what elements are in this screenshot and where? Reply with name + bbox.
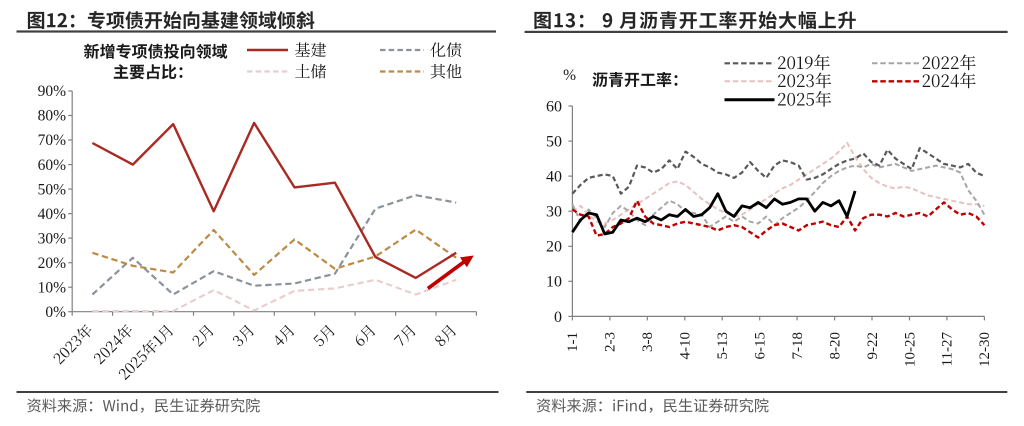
svg-text:2-3: 2-3 bbox=[603, 332, 619, 352]
svg-text:1-1: 1-1 bbox=[565, 332, 581, 352]
svg-text:3-8: 3-8 bbox=[640, 332, 656, 352]
svg-text:50: 50 bbox=[546, 134, 562, 151]
svg-text:0: 0 bbox=[554, 309, 562, 326]
svg-text:90%: 90% bbox=[38, 83, 67, 100]
svg-text:40%: 40% bbox=[38, 206, 67, 223]
svg-text:8-20: 8-20 bbox=[827, 332, 843, 360]
svg-text:5-13: 5-13 bbox=[715, 332, 731, 360]
svg-text:30: 30 bbox=[546, 204, 562, 221]
svg-text:12-30: 12-30 bbox=[977, 332, 993, 367]
svg-text:10: 10 bbox=[546, 274, 562, 291]
svg-text:7-18: 7-18 bbox=[790, 332, 806, 360]
svg-text:10-25: 10-25 bbox=[902, 332, 918, 367]
svg-text:80%: 80% bbox=[38, 108, 67, 125]
svg-text:70%: 70% bbox=[38, 132, 67, 149]
svg-text:9-22: 9-22 bbox=[865, 332, 881, 360]
svg-text:11-27: 11-27 bbox=[940, 332, 956, 367]
svg-text:10%: 10% bbox=[38, 279, 67, 296]
svg-text:20%: 20% bbox=[38, 255, 67, 272]
svg-text:4-10: 4-10 bbox=[678, 332, 694, 360]
svg-text:0%: 0% bbox=[45, 304, 66, 321]
svg-text:%: % bbox=[563, 67, 576, 84]
svg-text:60%: 60% bbox=[38, 157, 67, 174]
svg-text:20: 20 bbox=[546, 239, 562, 256]
svg-text:60: 60 bbox=[546, 98, 562, 115]
svg-text:30%: 30% bbox=[38, 230, 67, 247]
svg-text:40: 40 bbox=[546, 169, 562, 186]
svg-text:50%: 50% bbox=[38, 181, 67, 198]
svg-text:6-15: 6-15 bbox=[753, 332, 769, 360]
